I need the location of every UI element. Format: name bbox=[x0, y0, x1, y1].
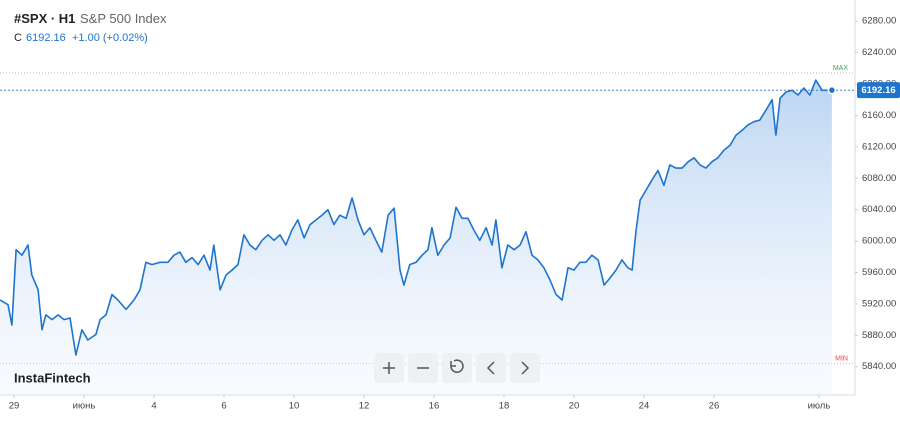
y-tick-label: 5960.00 bbox=[862, 267, 896, 278]
x-tick-label: 29 bbox=[9, 401, 20, 412]
scroll-right-button[interactable] bbox=[510, 353, 540, 383]
x-tick-label: 16 bbox=[429, 401, 440, 412]
min-label: MIN bbox=[835, 355, 848, 362]
x-tick-label: 18 bbox=[499, 401, 510, 412]
price-tag-label: 6192.16 bbox=[861, 85, 895, 96]
x-tick-label: июль bbox=[808, 401, 831, 412]
y-tick-label: 6000.00 bbox=[862, 236, 896, 247]
close-price: 6192.16 bbox=[26, 32, 66, 44]
reset-button[interactable] bbox=[442, 353, 472, 383]
y-tick-label: 6160.00 bbox=[862, 110, 896, 121]
right-icon bbox=[521, 361, 530, 375]
y-tick-label: 5920.00 bbox=[862, 298, 896, 309]
max-label: MAX bbox=[833, 65, 849, 72]
area-fill bbox=[0, 80, 832, 395]
x-tick-label: июнь bbox=[73, 401, 96, 412]
y-tick-label: 5880.00 bbox=[862, 330, 896, 341]
reset-icon bbox=[450, 359, 464, 373]
symbol: #SPX · H1 bbox=[14, 11, 76, 26]
last-point bbox=[827, 85, 837, 95]
plus-icon bbox=[383, 362, 395, 374]
zoom-controls bbox=[374, 353, 540, 383]
price-change: +1.00 (+0.02%) bbox=[72, 32, 148, 44]
y-tick-label: 6280.00 bbox=[862, 16, 896, 27]
x-tick-label: 4 bbox=[151, 401, 156, 412]
brand: InstaFintech bbox=[14, 370, 91, 385]
y-tick-label: 5840.00 bbox=[862, 361, 896, 372]
y-tick-label: 6040.00 bbox=[862, 204, 896, 215]
y-tick-label: 6080.00 bbox=[862, 173, 896, 184]
y-tick-label: 6120.00 bbox=[862, 141, 896, 152]
x-tick-label: 12 bbox=[359, 401, 370, 412]
left-icon bbox=[486, 361, 495, 375]
y-tick-label: 6240.00 bbox=[862, 47, 896, 58]
x-tick-label: 20 bbox=[569, 401, 580, 412]
x-tick-label: 10 bbox=[289, 401, 300, 412]
close-label: C bbox=[14, 32, 22, 44]
scroll-left-button[interactable] bbox=[476, 353, 506, 383]
x-tick-label: 26 bbox=[709, 401, 720, 412]
x-tick-label: 24 bbox=[639, 401, 650, 412]
chart-title: S&P 500 Index bbox=[80, 11, 167, 26]
x-tick-label: 6 bbox=[221, 401, 226, 412]
price-line bbox=[0, 79, 832, 356]
price-tag bbox=[857, 82, 900, 99]
